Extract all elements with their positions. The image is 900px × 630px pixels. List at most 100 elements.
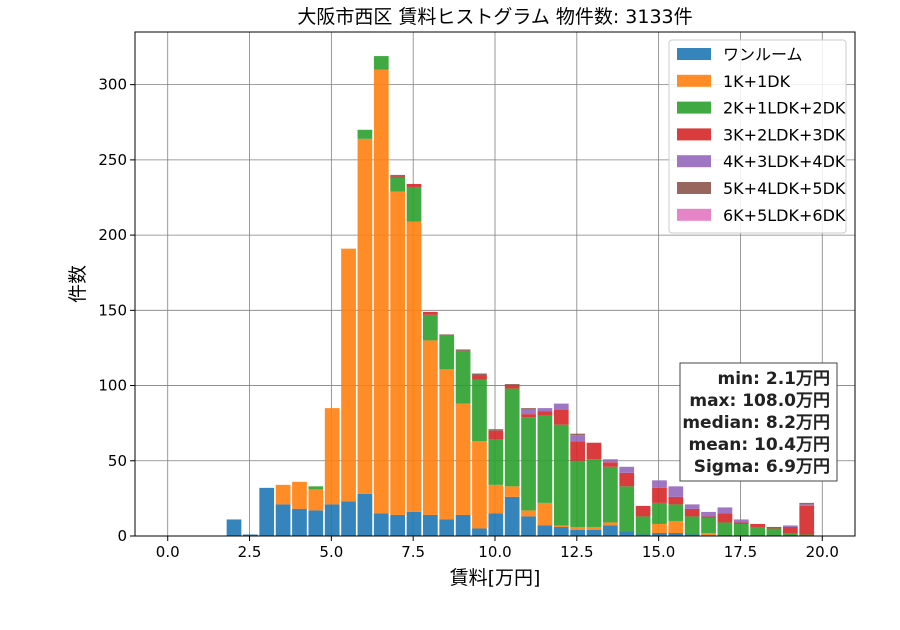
x-tick-label: 15.0 [642,543,675,561]
bar-segment [603,466,618,523]
bar-segment [766,526,782,529]
legend-label: 1K+1DK [723,72,791,91]
bar-segment [603,522,618,526]
bar-segment [586,529,602,536]
bar-segment [668,504,684,521]
bar-segment [488,429,504,431]
bar-segment [619,531,635,536]
y-tick-label: 300 [98,76,127,94]
stats-line: mean: 10.4万円 [689,435,830,455]
legend-label: 2K+1LDK+2DK [723,99,846,118]
bar-segment [423,314,438,341]
bar-segment [684,508,700,517]
bar-segment [521,414,536,418]
legend-label: 4K+3LDK+4DK [723,152,846,171]
bar-segment [537,502,553,526]
bar-segment [373,69,389,514]
bar-segment [570,433,585,436]
bar-segment [635,534,651,536]
legend: ワンルーム 1K+1DK 2K+1LDK+2DK 3K+2LDK+3DK 4K+3LDK… [668,39,847,234]
bar-segment [733,522,749,524]
bar-segment [275,484,291,505]
bar-segment [799,504,815,506]
stats-line: median: 8.2万円 [682,413,830,433]
bar-segment [341,248,356,502]
bar-segment [684,516,700,535]
bar-segment [308,510,324,536]
stats-frame [679,362,838,482]
y-tick-label: 0 [117,527,127,545]
bar-segment [259,487,275,536]
bar-segment [308,489,324,511]
bar-segment [292,481,307,509]
bar-segment [701,511,716,517]
bar-segment [717,513,733,523]
bar-segment [553,424,569,526]
x-tick-label: 5.0 [319,543,343,561]
bar-segment [423,340,438,515]
bar-segment [799,502,815,505]
x-axis-label: 賃料[万円] [450,567,541,589]
bar-segment [537,415,553,503]
bar-segment [537,408,553,412]
bar-segment [406,183,422,187]
bar-segment [357,129,373,139]
stats-line: max: 108.0万円 [689,391,830,411]
bar-segment [570,441,585,461]
bar-segment [570,460,585,527]
bar-segment [488,430,504,440]
bar-segment [406,221,422,512]
bar-segment [570,435,585,442]
bar-segment [684,504,700,509]
bar-segment [439,369,455,520]
bar-segment [472,375,487,380]
legend-label: 5K+4LDK+5DK [723,179,846,198]
bar-segment [455,350,471,404]
bar-segment [308,486,324,490]
bar-segment [390,176,405,178]
legend-swatch [677,74,711,87]
bar-segment [373,513,389,536]
x-tick-label: 7.5 [401,543,425,561]
bar-segment [390,177,405,192]
bar-segment [521,408,536,410]
bar-segment [570,529,585,536]
bar-segment [390,191,405,515]
bar-segment [635,516,651,535]
x-tick-label: 0.0 [156,543,180,561]
bar-segment [292,508,307,536]
bar-segment [619,472,635,487]
bar-segment [439,519,455,536]
bar-segment [488,439,504,485]
y-tick-label: 100 [98,377,127,395]
bar-segment [668,496,684,505]
bar-segment [684,534,700,536]
legend-frame [668,39,847,234]
bar-segment [390,514,405,536]
bar-segment [324,504,340,536]
bar-segment [783,532,798,536]
bar-segment [733,519,749,523]
bar-segment [472,528,487,536]
bar-segment [733,523,749,536]
bar-segment [406,511,422,536]
bar-segment [603,459,618,463]
bar-segment [537,411,553,416]
bar-segment [226,519,242,536]
legend-swatch [677,208,711,221]
bar-segment [553,526,569,536]
bar-segment [652,502,667,524]
y-tick-label: 200 [98,226,127,244]
bar-segment [521,409,536,415]
bar-segment [750,526,765,536]
bar-segment [504,385,520,389]
x-tick-label: 10.0 [478,543,511,561]
bar-segment [717,507,733,514]
bar-segment [603,525,618,536]
bar-segment [472,373,487,376]
bar-segment [504,496,520,536]
x-tick-label: 17.5 [724,543,757,561]
bar-segment [553,525,569,527]
bar-segment [357,138,373,494]
bar-segment [586,526,602,530]
